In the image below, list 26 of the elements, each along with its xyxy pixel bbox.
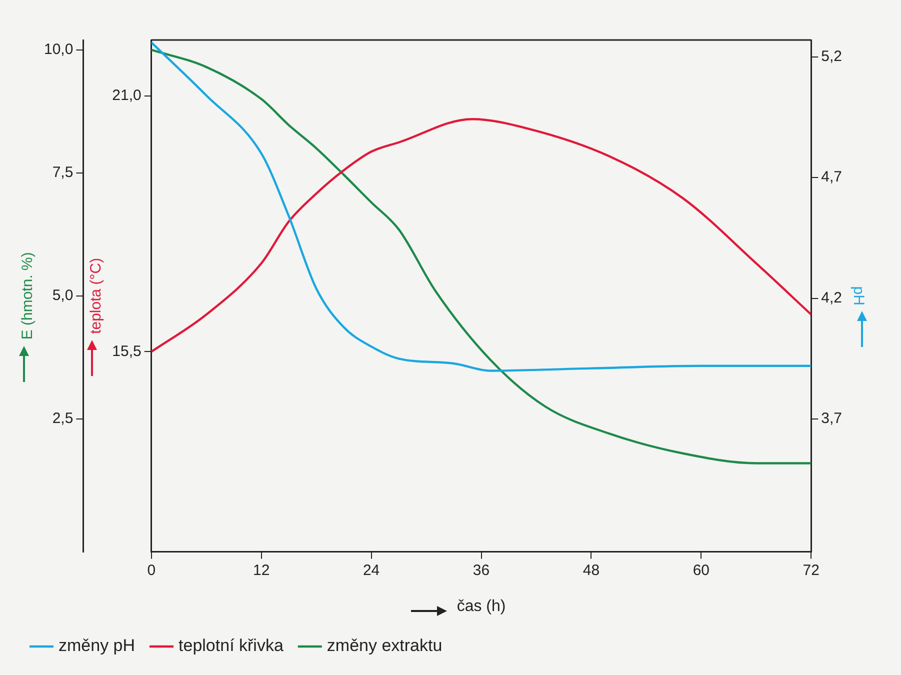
- line-series: [151, 118, 812, 353]
- y2-tick-label: 15,5: [112, 342, 142, 360]
- x-tick-label: 72: [802, 562, 820, 579]
- y3-tick-label: 4,2: [821, 289, 842, 306]
- y-axis-title: E (hmotn. %): [19, 252, 36, 340]
- legend-label: změny pH: [58, 636, 136, 656]
- x-axis-title: čas (h): [456, 598, 506, 615]
- x-tick-label: 60: [692, 562, 710, 579]
- y-tick-label: 10,0: [44, 40, 74, 58]
- x-tick-label: 48: [582, 562, 600, 579]
- legend-label: teplotní křivka: [178, 636, 284, 656]
- x-tick-label: 0: [147, 562, 156, 579]
- y-tick-label: 2,5: [52, 410, 74, 428]
- y3-tick-label: 4,7: [821, 168, 842, 186]
- y2-tick-label: 21,0: [112, 86, 142, 104]
- y3-tick-label: 3,7: [821, 410, 842, 428]
- x-tick-label: 36: [472, 562, 490, 579]
- y3-axis-title: pH: [850, 286, 867, 306]
- y2-axis-title: teplota (°C): [87, 258, 104, 334]
- legend-label: změny extraktu: [326, 636, 442, 656]
- line-series: [151, 48, 812, 464]
- y3-tick-label: 5,2: [821, 48, 842, 66]
- x-tick-label: 24: [362, 562, 380, 579]
- x-tick-label: 12: [253, 562, 270, 579]
- y-tick-label: 7,5: [52, 164, 74, 182]
- y-tick-label: 5,0: [52, 287, 74, 304]
